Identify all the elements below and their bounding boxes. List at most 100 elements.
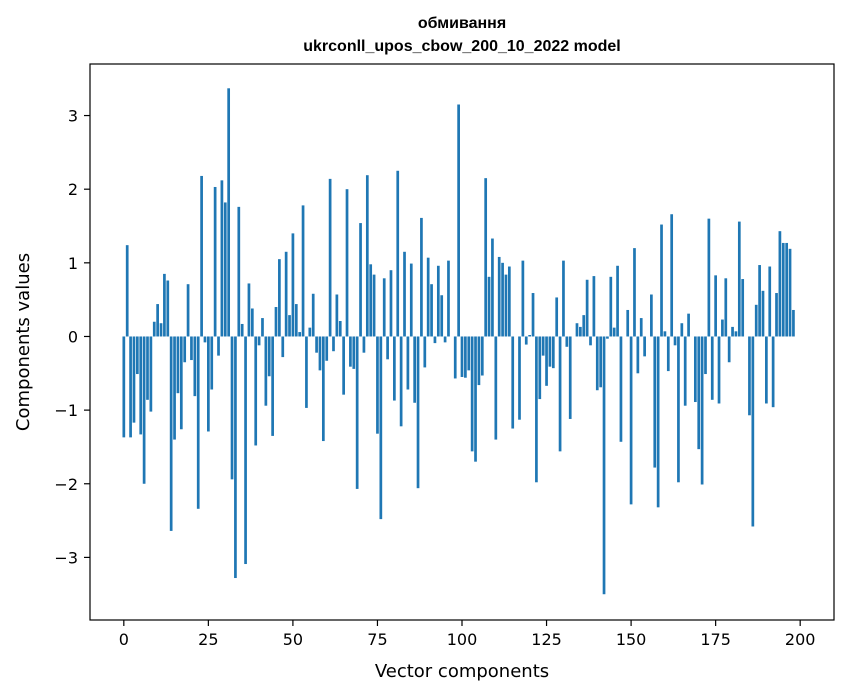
bar — [528, 335, 531, 337]
bar — [511, 336, 515, 429]
bar — [440, 295, 444, 337]
x-tick-label: 175 — [700, 630, 731, 649]
bar — [349, 336, 352, 367]
bar — [693, 336, 697, 403]
bar — [602, 336, 606, 595]
bars-group — [122, 88, 795, 595]
bar — [234, 336, 237, 579]
bar — [196, 336, 200, 509]
bar — [227, 88, 231, 337]
bar — [788, 248, 792, 337]
bar — [379, 336, 383, 520]
bar — [639, 318, 643, 337]
bar — [315, 336, 318, 353]
bar — [365, 175, 369, 337]
bar — [433, 336, 437, 344]
bar — [254, 336, 258, 446]
bar — [710, 336, 714, 400]
bar — [477, 336, 481, 386]
y-axis-title: Components values — [13, 253, 34, 431]
bar — [636, 336, 640, 374]
bar — [771, 336, 775, 408]
bar — [325, 336, 329, 361]
x-tick-label: 50 — [283, 630, 303, 649]
bar — [183, 336, 187, 363]
bar — [382, 278, 386, 337]
bar — [633, 248, 636, 337]
bar — [700, 336, 704, 485]
bar — [301, 205, 305, 337]
bar — [257, 336, 261, 346]
bar — [460, 336, 464, 377]
bar — [328, 178, 332, 337]
bar — [271, 336, 274, 436]
bar — [551, 336, 555, 369]
bar — [288, 315, 291, 337]
bar — [619, 336, 623, 442]
bar — [284, 251, 288, 337]
bar — [305, 336, 308, 408]
bar — [298, 332, 302, 337]
bar — [125, 245, 129, 337]
bar — [778, 231, 782, 337]
y-axis-ticks: −3 −2 −1 0 1 2 3 — [54, 107, 90, 567]
bar — [179, 336, 183, 430]
x-tick-label: 200 — [785, 630, 816, 649]
bar — [369, 264, 373, 337]
bar — [609, 276, 613, 337]
bar — [687, 313, 690, 337]
bar — [393, 336, 396, 401]
x-axis-ticks: 0 25 50 75 100 125 150 175 200 — [119, 620, 816, 649]
bar — [575, 323, 579, 337]
bar — [538, 336, 542, 400]
bar — [190, 336, 193, 361]
bar — [318, 336, 322, 371]
chart-title: обмивання — [418, 15, 506, 32]
bar — [342, 336, 345, 395]
bar — [321, 336, 325, 442]
bar — [426, 257, 430, 337]
bar — [663, 331, 667, 337]
bar — [555, 297, 559, 337]
bar — [173, 336, 176, 440]
y-tick-label: −3 — [54, 548, 78, 567]
bar — [237, 206, 241, 337]
bar — [308, 327, 312, 337]
y-tick-label: −2 — [54, 475, 78, 494]
bar — [741, 279, 745, 337]
bar — [717, 336, 721, 404]
bar — [480, 336, 484, 376]
bar — [565, 336, 569, 347]
bar — [568, 336, 572, 419]
bar — [423, 336, 427, 368]
bar — [612, 327, 616, 337]
bar — [250, 308, 254, 337]
bar — [666, 336, 670, 372]
bar — [531, 293, 535, 337]
bar — [589, 336, 592, 346]
bar — [677, 336, 680, 483]
bar — [376, 336, 379, 434]
bar — [453, 336, 457, 379]
bar — [727, 336, 731, 363]
bar — [582, 315, 586, 337]
bar — [484, 178, 488, 337]
bar — [122, 336, 126, 438]
bar — [670, 214, 674, 337]
bar — [579, 326, 582, 337]
bar — [372, 274, 376, 337]
bar — [345, 189, 349, 337]
bar — [223, 202, 227, 337]
bar — [673, 336, 677, 346]
bar — [792, 309, 795, 337]
bar — [765, 336, 768, 404]
bar — [470, 336, 474, 452]
bar — [213, 186, 217, 337]
bar — [332, 336, 335, 352]
bar — [389, 270, 393, 337]
bar — [761, 290, 765, 337]
bar — [501, 262, 504, 337]
bar — [264, 336, 268, 406]
bar — [680, 323, 684, 337]
